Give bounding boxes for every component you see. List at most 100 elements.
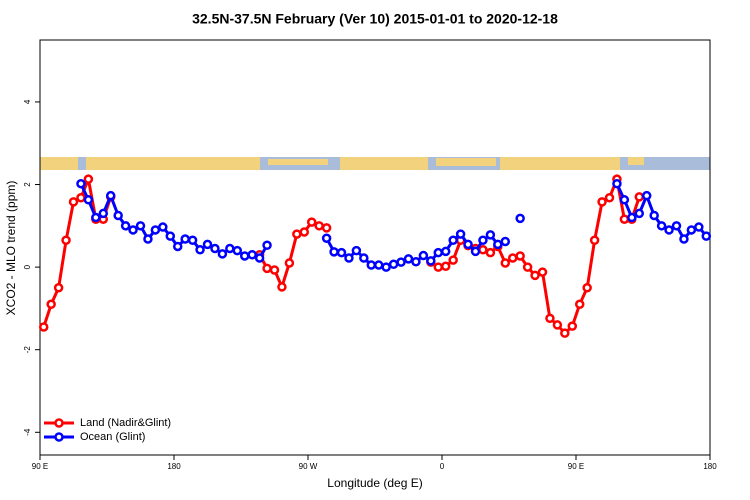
x-tick-label: 180 bbox=[703, 462, 717, 471]
point bbox=[545, 313, 555, 324]
x-tick-label: 180 bbox=[167, 462, 181, 471]
point bbox=[113, 210, 123, 221]
point bbox=[373, 260, 384, 270]
point bbox=[440, 261, 451, 272]
point bbox=[262, 263, 272, 274]
point bbox=[671, 221, 682, 231]
point bbox=[68, 197, 79, 207]
point bbox=[91, 212, 101, 223]
point bbox=[172, 241, 183, 252]
point bbox=[515, 213, 525, 224]
point bbox=[83, 195, 94, 205]
point bbox=[530, 270, 540, 281]
plot-frame bbox=[39, 39, 711, 456]
point bbox=[478, 245, 488, 255]
point bbox=[202, 239, 213, 250]
point bbox=[589, 235, 600, 246]
point bbox=[701, 231, 712, 241]
point bbox=[262, 240, 272, 250]
point bbox=[664, 225, 674, 235]
point bbox=[478, 235, 488, 246]
point bbox=[634, 208, 645, 219]
point bbox=[381, 262, 391, 272]
point bbox=[232, 245, 243, 256]
point bbox=[366, 260, 377, 270]
point bbox=[418, 250, 429, 261]
point bbox=[485, 230, 496, 240]
point bbox=[150, 225, 161, 235]
point bbox=[46, 299, 56, 310]
point bbox=[455, 229, 466, 239]
point bbox=[448, 235, 458, 246]
point bbox=[560, 328, 570, 338]
point bbox=[396, 257, 406, 267]
point bbox=[619, 214, 630, 224]
point bbox=[239, 251, 250, 261]
chart-title: 32.5N-37.5N February (Ver 10) 2015-01-01… bbox=[192, 11, 558, 27]
legend-label: Land (Nadir&Glint) bbox=[80, 417, 171, 429]
point bbox=[105, 190, 116, 201]
point bbox=[493, 239, 503, 250]
point bbox=[567, 321, 578, 331]
point bbox=[388, 259, 399, 269]
point bbox=[321, 233, 332, 243]
point bbox=[128, 225, 138, 235]
point bbox=[344, 253, 354, 263]
point bbox=[76, 192, 86, 203]
point bbox=[619, 195, 630, 205]
point bbox=[582, 283, 592, 293]
point bbox=[641, 190, 652, 201]
point bbox=[314, 221, 324, 231]
point bbox=[284, 258, 295, 268]
point bbox=[61, 235, 71, 246]
point bbox=[225, 243, 235, 254]
y-tick-label: -2 bbox=[23, 346, 32, 354]
point bbox=[597, 197, 607, 207]
point bbox=[120, 221, 131, 231]
y-tick-label: 0 bbox=[23, 264, 32, 269]
point bbox=[485, 247, 496, 258]
legend-label: Ocean (Glint) bbox=[80, 431, 145, 443]
point bbox=[38, 322, 49, 332]
point bbox=[604, 192, 615, 203]
point bbox=[299, 227, 310, 237]
legend-marker bbox=[54, 418, 64, 428]
point bbox=[165, 231, 176, 241]
point bbox=[463, 239, 473, 250]
point bbox=[187, 235, 198, 246]
point bbox=[500, 258, 511, 268]
y-tick-label: 4 bbox=[23, 99, 32, 104]
point bbox=[292, 229, 302, 239]
point bbox=[351, 245, 362, 256]
point bbox=[649, 210, 659, 221]
point bbox=[522, 262, 533, 272]
point bbox=[269, 265, 280, 275]
point bbox=[359, 253, 369, 263]
point bbox=[433, 247, 444, 258]
legend-marker bbox=[54, 432, 64, 442]
point bbox=[515, 251, 525, 261]
point bbox=[180, 234, 190, 244]
point bbox=[53, 283, 64, 293]
point bbox=[433, 262, 444, 272]
x-tick-label: 0 bbox=[440, 462, 445, 471]
point bbox=[336, 247, 347, 258]
point bbox=[411, 256, 421, 267]
point bbox=[440, 246, 451, 257]
x-tick-label: 90 E bbox=[568, 462, 584, 471]
point bbox=[448, 255, 458, 265]
y-tick-label: -4 bbox=[23, 428, 32, 436]
point bbox=[83, 174, 94, 184]
point bbox=[694, 222, 704, 232]
y-axis-label: XCO2 - MLO trend (ppm) bbox=[4, 181, 18, 316]
point bbox=[574, 299, 585, 310]
point bbox=[634, 192, 645, 202]
point bbox=[470, 246, 481, 257]
point bbox=[254, 253, 265, 263]
point bbox=[306, 217, 317, 227]
point bbox=[627, 212, 637, 223]
point bbox=[143, 234, 153, 244]
map-strip bbox=[40, 157, 710, 170]
x-tick-label: 90 E bbox=[32, 462, 48, 471]
